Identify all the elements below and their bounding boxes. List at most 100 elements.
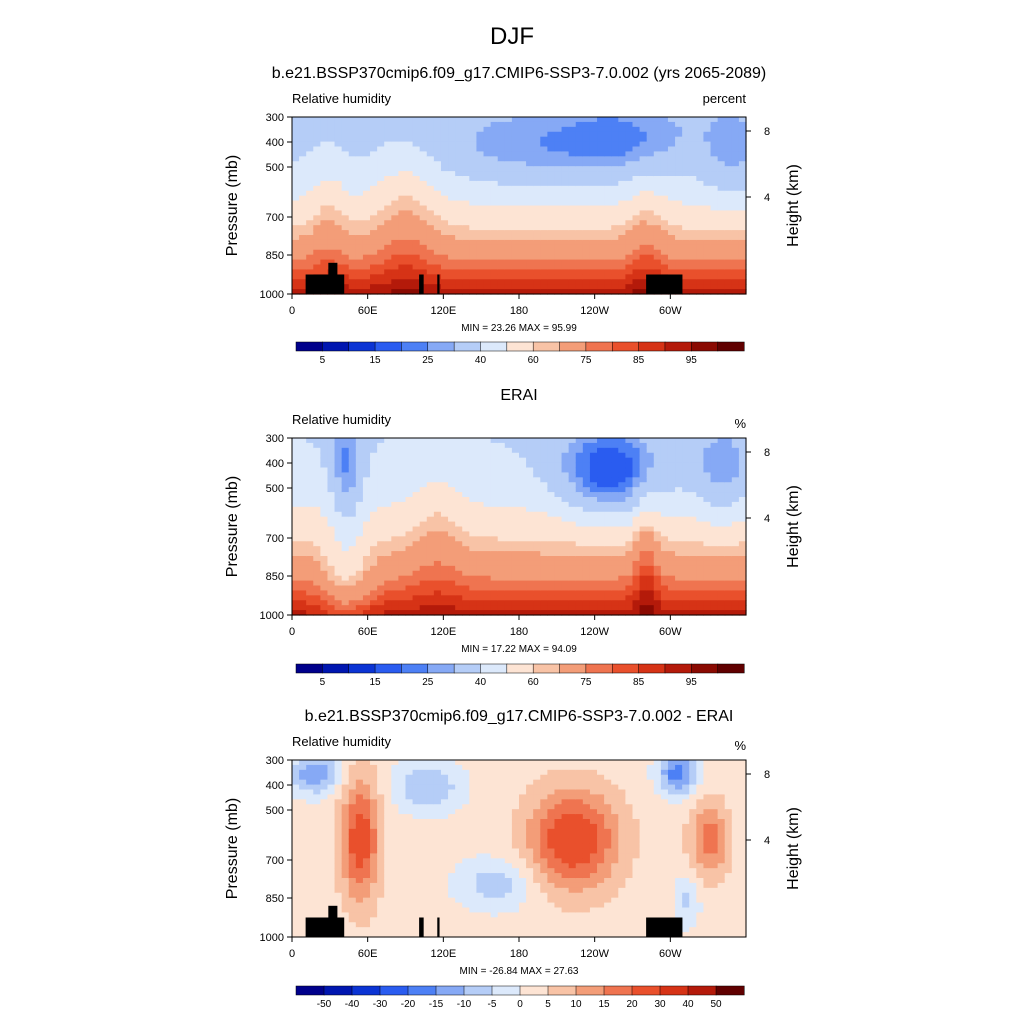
contour-cell — [639, 131, 648, 138]
contour-cell — [597, 220, 605, 226]
contour-cell — [384, 117, 392, 123]
contour-cell — [526, 161, 534, 167]
contour-cell — [462, 225, 470, 231]
contour-cell — [334, 200, 343, 207]
contour-cell — [646, 117, 655, 123]
contour-cell — [625, 580, 634, 587]
contour-cell — [568, 117, 577, 123]
contour-cell — [313, 501, 321, 508]
contour-cell — [306, 215, 314, 221]
contour-cell — [299, 863, 307, 869]
contour-cell — [370, 205, 378, 212]
contour-cell — [462, 472, 470, 478]
contour-cell — [540, 195, 548, 202]
contour-cell — [667, 570, 676, 577]
contour-cell — [533, 477, 541, 483]
contour-cell — [433, 225, 442, 231]
contour-cell — [348, 472, 357, 478]
contour-cell — [540, 185, 548, 192]
contour-cell — [299, 878, 307, 884]
contour-cell — [455, 565, 463, 572]
contour-cell — [589, 501, 598, 508]
contour-cell — [533, 121, 541, 128]
contour-cell — [476, 467, 485, 474]
contour-cell — [533, 239, 541, 246]
contour-cell — [476, 239, 485, 246]
contour-cell — [533, 585, 541, 592]
contour-cell — [292, 794, 300, 800]
contour-cell — [696, 526, 705, 533]
contour-cell — [476, 180, 485, 187]
contour-cell — [611, 180, 619, 187]
contour-cell — [639, 531, 648, 537]
contour-cell — [731, 254, 740, 261]
contour-cell — [391, 166, 399, 172]
contour-cell — [710, 506, 719, 513]
contour-cell — [625, 230, 634, 236]
contour-cell — [675, 200, 683, 207]
contour-cell — [313, 151, 321, 157]
contour-cell — [568, 289, 577, 295]
contour-cell — [618, 195, 626, 202]
contour-cell — [540, 501, 548, 508]
contour-cell — [313, 131, 321, 138]
contour-cell — [469, 447, 478, 454]
contour-cell — [455, 560, 463, 567]
contour-cell — [597, 600, 605, 606]
contour-cell — [299, 600, 307, 606]
contour-cell — [696, 501, 705, 508]
contour-cell — [526, 595, 534, 601]
contour-cell — [724, 190, 733, 197]
contour-cell — [519, 121, 527, 128]
contour-cell — [398, 477, 407, 483]
contour-cell — [618, 595, 626, 601]
contour-cell — [724, 210, 733, 216]
contour-cell — [426, 284, 435, 290]
contour-cell — [490, 560, 499, 567]
contour-cell — [653, 585, 662, 592]
contour-cell — [292, 516, 300, 523]
contour-cell — [519, 501, 527, 508]
contour-cell — [660, 457, 669, 464]
contour-cell — [306, 541, 314, 547]
contour-cell — [433, 511, 442, 518]
contour-cell — [355, 269, 364, 275]
contour-cell — [547, 230, 556, 236]
contour-cell — [348, 551, 357, 557]
contour-cell — [355, 244, 364, 251]
contour-cell — [362, 570, 371, 577]
contour-cell — [653, 215, 662, 221]
contour-cell — [561, 565, 570, 572]
contour-cell — [391, 541, 399, 547]
contour-cell — [667, 531, 676, 537]
contour-cell — [724, 536, 733, 542]
contour-cell — [731, 462, 740, 469]
contour-cell — [504, 239, 513, 246]
contour-cell — [519, 526, 527, 533]
contour-cell — [682, 516, 690, 523]
contour-cell — [604, 516, 612, 523]
contour-cell — [469, 506, 478, 513]
contour-cell — [320, 600, 329, 606]
contour-cell — [306, 161, 314, 167]
contour-cell — [618, 264, 626, 271]
contour-cell — [426, 274, 435, 280]
colorbar-swatch — [638, 663, 666, 674]
contour-cell — [511, 230, 520, 236]
contour-cell — [504, 151, 513, 157]
contour-cell — [504, 511, 513, 518]
contour-cell — [561, 526, 570, 533]
contour-cell — [660, 516, 669, 523]
contour-cell — [738, 462, 747, 469]
contour-cell — [419, 477, 428, 483]
contour-cell — [511, 239, 520, 246]
contour-cell — [689, 477, 697, 483]
contour-cell — [682, 447, 690, 454]
contour-cell — [313, 457, 321, 464]
contour-cell — [462, 210, 470, 216]
contour-cell — [568, 126, 577, 133]
contour-cell — [462, 146, 470, 153]
contour-cell — [582, 467, 591, 474]
contour-cell — [646, 462, 655, 469]
